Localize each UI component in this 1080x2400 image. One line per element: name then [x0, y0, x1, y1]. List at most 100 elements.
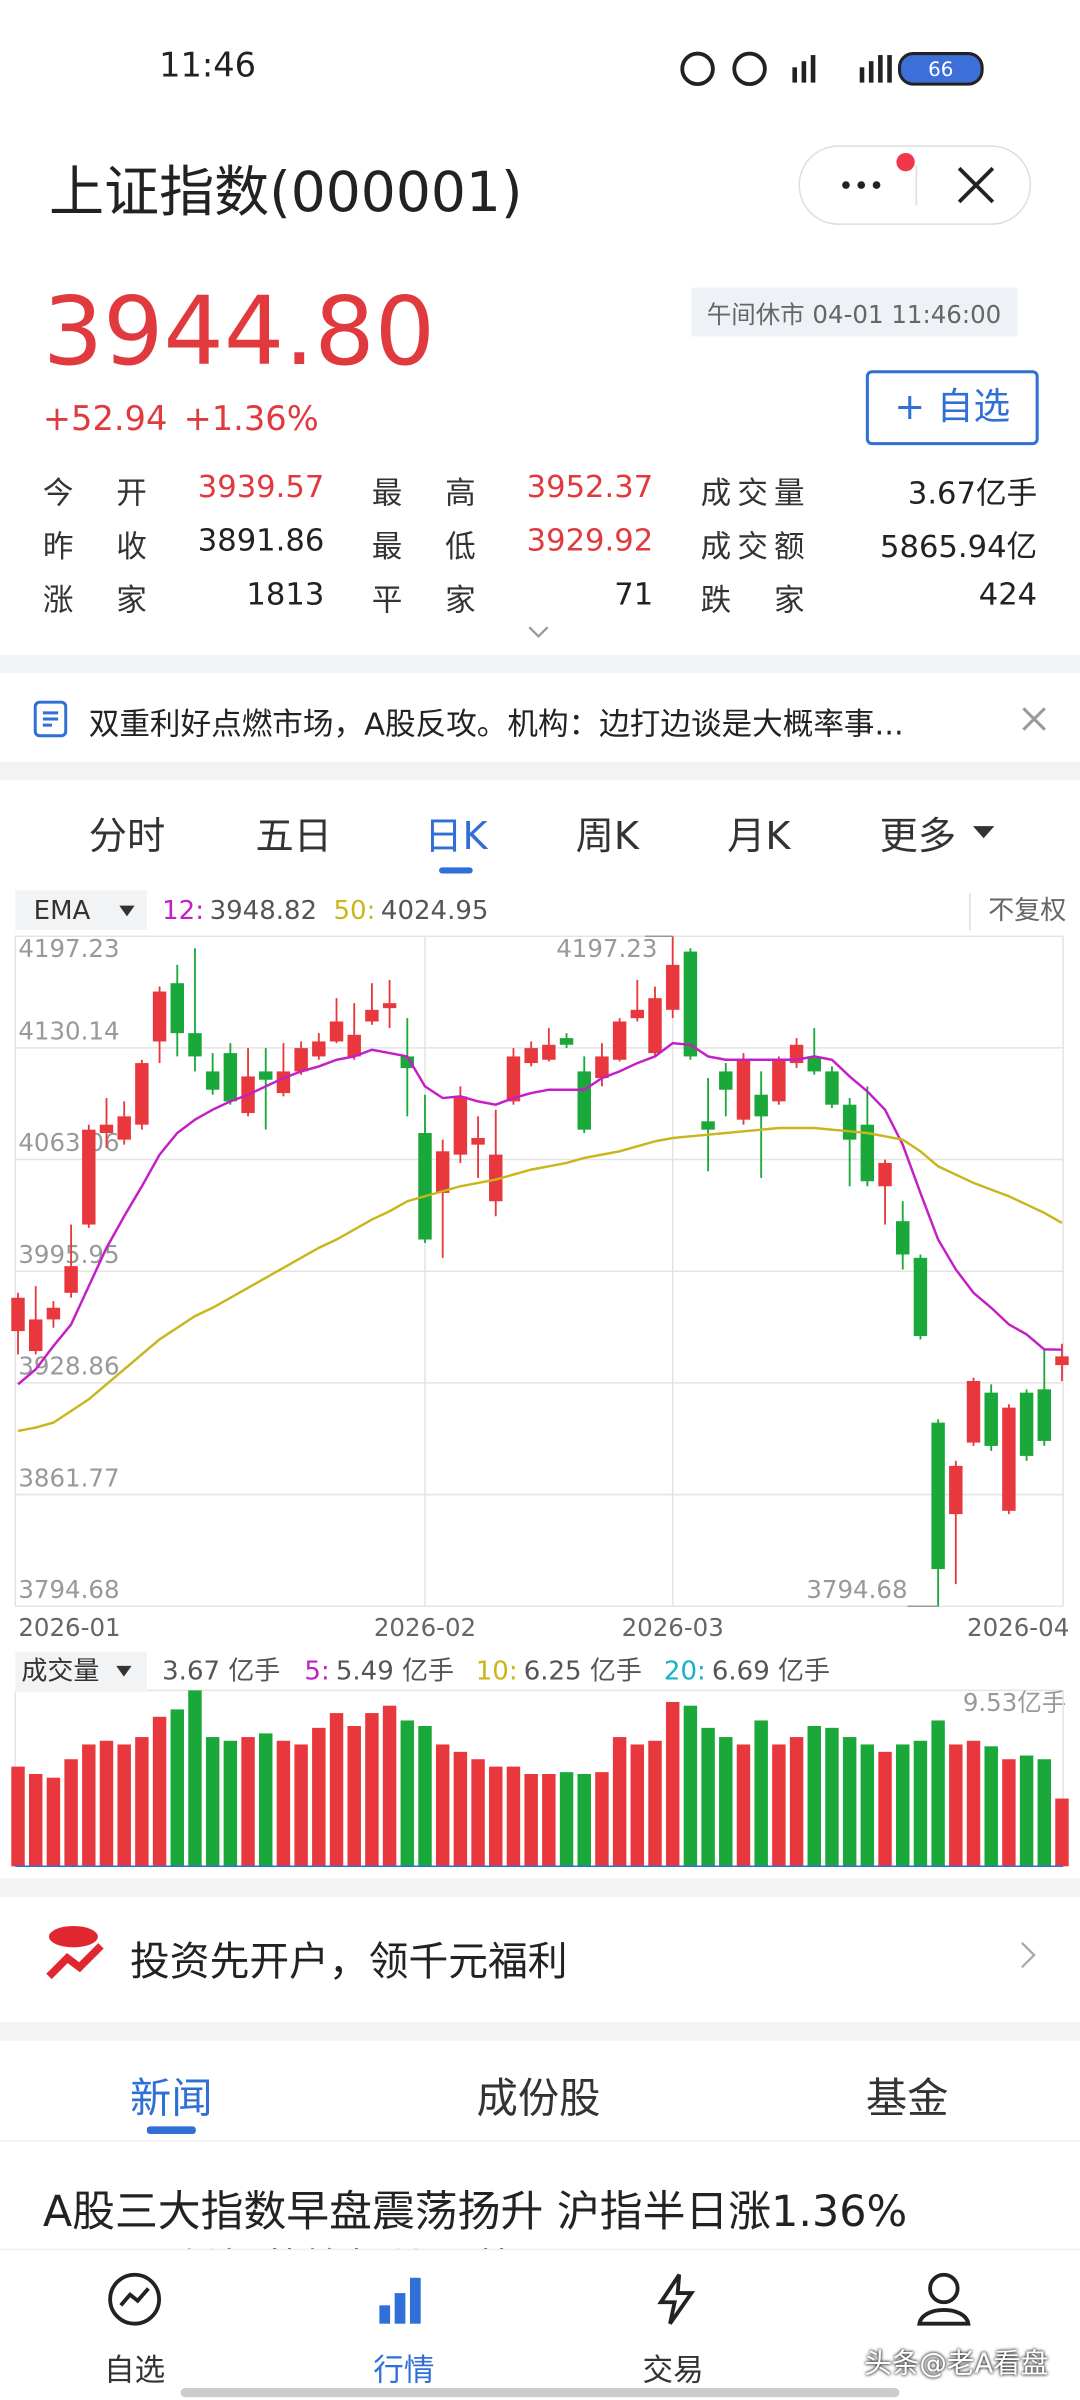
dropdown-arrow [972, 826, 995, 839]
candle-body [754, 1094, 768, 1117]
legend-name: 50: [333, 896, 375, 926]
y-tick-label: 3794.68 [18, 1575, 119, 1604]
status-icons: 66 [680, 51, 984, 87]
indicator-name: EMA [34, 896, 91, 926]
volume-bar [28, 1773, 43, 1867]
section-tab[interactable]: 新闻 [130, 2075, 213, 2124]
volume-bar [825, 1727, 839, 1867]
volume-bar [435, 1744, 450, 1867]
candle-body [99, 1124, 114, 1133]
volume-bar [736, 1744, 751, 1867]
max-annotation: 4197.23 [556, 934, 657, 963]
tab-underline [146, 2126, 196, 2135]
volume-bar [152, 1716, 167, 1867]
volume-bar [772, 1744, 786, 1867]
stat-label: 最高 [371, 474, 476, 511]
y-tick-label: 3928.86 [18, 1352, 119, 1381]
adjust-mode: 不复权 [988, 896, 1066, 926]
stat-label: 涨家 [42, 581, 147, 619]
legend-value: 6.25 亿手 [524, 1657, 642, 1687]
candle-body [365, 1009, 379, 1022]
volume-bar [188, 1690, 202, 1867]
close-banner[interactable] [1019, 704, 1050, 735]
volume-bar [701, 1727, 715, 1867]
watch-button[interactable]: + 自选 [865, 370, 1039, 446]
candle-body [223, 1053, 238, 1102]
volume-title: 成交量 [21, 1657, 99, 1687]
promo-text[interactable]: 投资先开户，领千元福利 [130, 1939, 568, 1986]
capsule-menu[interactable] [798, 145, 1032, 225]
y-tick-label: 3861.77 [18, 1463, 119, 1492]
candle-body [64, 1266, 78, 1293]
volume-bar [1037, 1759, 1052, 1867]
candle-body [966, 1381, 981, 1443]
volume-bar [471, 1759, 485, 1867]
volume-bar [400, 1720, 415, 1867]
stat-label: 成交量 [700, 474, 805, 511]
stat-value: 3929.92 [526, 521, 654, 559]
y-tick-label: 4197.23 [18, 934, 119, 963]
expand-chevron[interactable] [526, 624, 550, 639]
volume-bar [329, 1713, 344, 1867]
volume-bar [365, 1713, 379, 1867]
candle-body [595, 1056, 609, 1079]
stat-label: 最低 [371, 527, 476, 565]
candle-body [825, 1071, 839, 1105]
section-tab[interactable]: 成份股 [476, 2075, 601, 2124]
candle-body [807, 1056, 821, 1072]
candle-body [559, 1038, 574, 1045]
stat-label: 平家 [371, 581, 476, 619]
legend-value: 4024.95 [381, 896, 489, 926]
stat-value: 71 [614, 575, 654, 612]
volume-bar [418, 1726, 432, 1867]
candle-body [1002, 1407, 1016, 1511]
candle-body [772, 1059, 786, 1102]
candle-body [294, 1048, 308, 1072]
capsule-icons [842, 152, 995, 205]
volume-bar [931, 1720, 945, 1867]
candle-body [701, 1121, 715, 1130]
volume-bar [99, 1740, 114, 1867]
candle-body [542, 1044, 556, 1060]
news-headline[interactable]: A股三大指数早盘震荡扬升 沪指半日涨1.36% [42, 2186, 908, 2237]
period-tab[interactable]: 分时 [88, 813, 166, 859]
x-tick-label: 2026-04 [967, 1613, 1069, 1642]
period-tab[interactable]: 月K [727, 813, 791, 859]
candle-body [188, 1033, 202, 1057]
nav-label[interactable]: 自选 [104, 2351, 166, 2388]
period-tab[interactable]: 周K [575, 813, 639, 859]
candle-body [28, 1319, 43, 1352]
candle-body [612, 1021, 627, 1060]
stat-value: 3891.86 [197, 521, 325, 559]
period-tab[interactable]: 更多 [879, 813, 957, 859]
y-tick-label: 4130.14 [18, 1017, 119, 1046]
candle-body [489, 1154, 503, 1202]
candle-body [382, 1003, 397, 1009]
volume-bar [1002, 1759, 1016, 1867]
candle-body [135, 1063, 149, 1125]
candle-body [896, 1221, 910, 1255]
status-time: 11:46 [159, 47, 257, 86]
x-tick-label: 2026-03 [622, 1613, 724, 1642]
section-tab[interactable]: 基金 [865, 2075, 949, 2124]
volume-bar [135, 1737, 149, 1867]
nav-icon [917, 2272, 971, 2326]
nav-label[interactable]: 行情 [373, 2351, 435, 2388]
volume-bar [489, 1766, 503, 1867]
market-status: 午间休市 04-01 11:46:00 [691, 287, 1017, 337]
volume-bar [1055, 1798, 1069, 1867]
candle-body [453, 1096, 468, 1155]
candle-body [506, 1056, 521, 1102]
candle-body [259, 1071, 273, 1080]
volume-bar [949, 1744, 963, 1867]
separator [0, 761, 1080, 781]
news-banner[interactable]: 双重利好点燃市场，A股反攻。机构：边打边谈是大概率事... [88, 705, 904, 742]
dropdown-arrow [119, 905, 135, 917]
ema-line [17, 1041, 1062, 1386]
period-tab[interactable]: 日K [424, 813, 488, 859]
nav-label[interactable]: 交易 [642, 2351, 704, 2388]
period-tab[interactable]: 五日 [255, 813, 332, 859]
battery-level: 66 [928, 58, 953, 81]
volume-bar [966, 1740, 981, 1867]
legend-name: 20: [664, 1657, 706, 1687]
